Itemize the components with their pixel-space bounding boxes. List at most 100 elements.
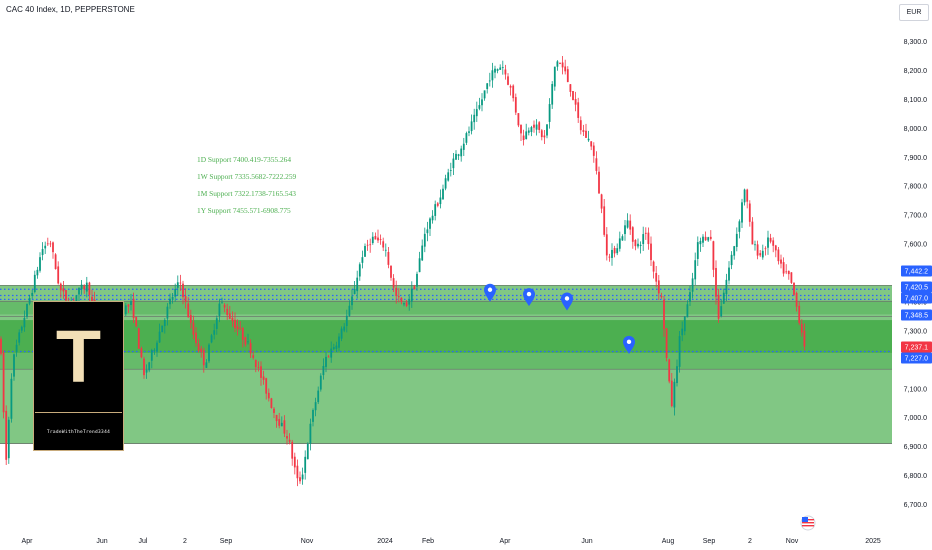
candle: [52, 241, 54, 259]
candle-body: [517, 113, 520, 126]
candle-body: [293, 456, 296, 468]
candle: [400, 297, 403, 305]
candle-body: [358, 264, 361, 277]
y-tick-label: 8,000.0: [904, 126, 927, 133]
candle-body: [689, 292, 691, 302]
candle: [23, 310, 26, 332]
candle: [353, 281, 356, 295]
candle-body: [769, 237, 772, 242]
candle: [738, 219, 741, 239]
candle: [642, 226, 645, 251]
candle: [197, 338, 200, 353]
candle: [603, 199, 606, 237]
zone-1w: [0, 320, 892, 353]
pin-dot: [564, 296, 570, 301]
support-label-1w: 1W Support 7335.5682-7222.259: [197, 172, 297, 181]
us-flag-icon[interactable]: [800, 515, 816, 531]
candle: [647, 227, 650, 250]
candle: [787, 270, 790, 280]
candle-body: [626, 220, 629, 228]
candle-body: [491, 70, 494, 81]
candle: [483, 90, 486, 101]
candle-body: [535, 124, 538, 130]
candle: [18, 329, 21, 346]
candle: [613, 245, 616, 258]
candle-body: [585, 130, 587, 138]
currency-button[interactable]: EUR: [899, 4, 929, 21]
event-marker-pin[interactable]: [561, 292, 573, 311]
zone-dotted-band: [0, 289, 892, 300]
candle-body: [652, 261, 655, 272]
candle-body: [226, 308, 229, 315]
event-marker-pin[interactable]: [523, 288, 535, 307]
candle: [611, 243, 613, 266]
candle-body: [533, 124, 535, 128]
candle: [299, 471, 301, 484]
candle-body: [257, 367, 260, 369]
candle-body: [540, 130, 543, 138]
candle-body: [163, 320, 166, 327]
candle-body: [592, 145, 595, 156]
candle: [343, 323, 346, 333]
candle-body: [260, 366, 262, 378]
candle: [475, 101, 478, 122]
candle-body: [184, 296, 187, 303]
candle-body: [218, 303, 221, 316]
candle: [538, 121, 541, 134]
candle-body: [660, 295, 663, 298]
candle: [322, 358, 325, 380]
candle: [468, 126, 470, 137]
support-label-1y: 1Y Support 7455.571-6908.775: [197, 206, 291, 215]
candle-body: [327, 356, 330, 358]
candle: [215, 315, 218, 335]
candle: [780, 254, 782, 269]
y-tick-label: 7,600.0: [904, 242, 927, 249]
candle-body: [143, 358, 145, 376]
candle-body: [637, 243, 639, 247]
candle-body: [741, 202, 743, 223]
candle-body: [442, 188, 444, 200]
candle: [533, 120, 535, 133]
price-label-bg: [901, 281, 932, 293]
candle: [366, 239, 369, 251]
candle: [80, 280, 83, 295]
candle-body: [195, 332, 197, 344]
candle-body: [707, 237, 710, 241]
candle-body: [187, 303, 190, 318]
candle-body: [299, 477, 301, 482]
candle-body: [153, 349, 156, 351]
candle: [390, 265, 392, 281]
candle-body: [127, 304, 130, 307]
candle: [33, 270, 36, 294]
candle-body: [704, 236, 707, 241]
x-axis[interactable]: Apr Jun Jul 2 Sep Nov 2024 Feb Apr Jun Aug Sep 2 Nov 2…: [22, 538, 881, 545]
price-label-bg: [901, 292, 932, 304]
candle-body: [720, 306, 723, 317]
candle: [452, 153, 455, 175]
candle-body: [332, 347, 335, 350]
candle-body: [319, 375, 322, 390]
candle-body: [735, 233, 738, 247]
event-marker-pin[interactable]: [623, 335, 635, 354]
candle: [660, 292, 663, 299]
candle-body: [374, 236, 377, 240]
candle: [694, 252, 697, 286]
candle-body: [416, 273, 418, 287]
candle-body: [397, 296, 400, 298]
candle-body: [774, 245, 777, 251]
event-marker-pin[interactable]: [484, 283, 496, 302]
candle-body: [496, 69, 499, 71]
candle-body: [767, 237, 769, 248]
event-markers[interactable]: [484, 283, 635, 354]
candle: [351, 289, 353, 310]
candle: [696, 236, 699, 266]
candle-body: [548, 104, 551, 122]
candle: [535, 119, 538, 136]
candle-body: [322, 365, 325, 376]
candle: [512, 84, 515, 102]
candle: [569, 83, 572, 97]
candle: [7, 416, 10, 464]
candle-body: [236, 326, 239, 330]
candle: [735, 227, 738, 252]
